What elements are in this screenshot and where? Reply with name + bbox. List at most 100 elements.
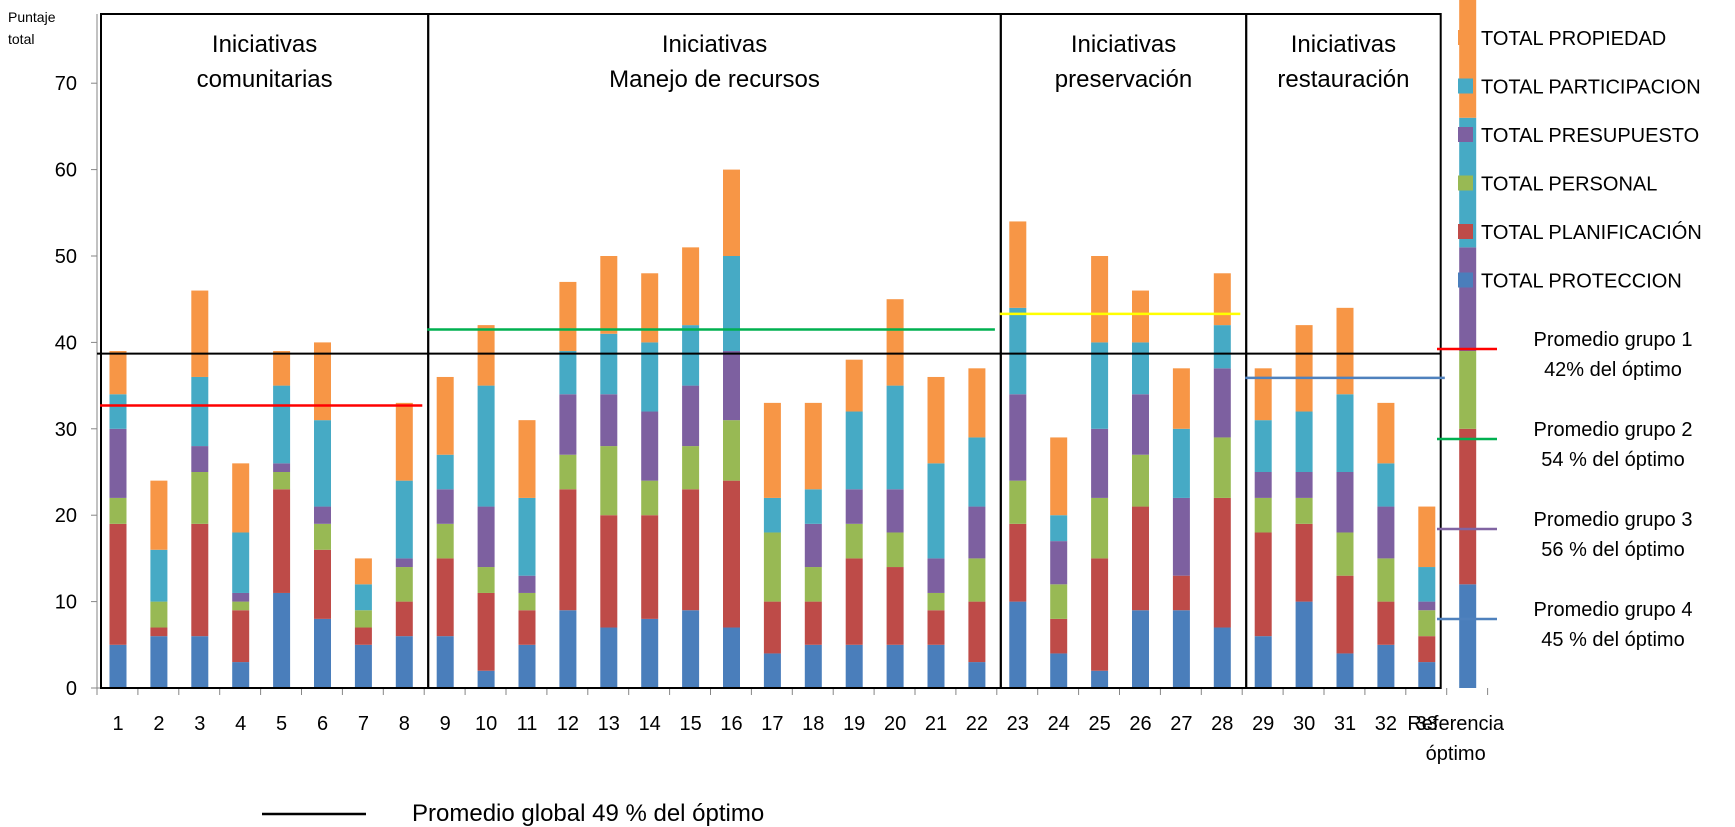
bar-segment-total-proteccion-20 — [886, 644, 904, 688]
bar-segment-total-participacion-28 — [1213, 325, 1231, 369]
bar-segment-total-presupuesto-31 — [1336, 472, 1354, 533]
bar-segment-total-participacion-15 — [682, 325, 700, 386]
bar-segment-total-propiedad-11 — [518, 420, 536, 498]
bar-segment-total-propiedad-31 — [1336, 307, 1354, 395]
bar-segment-total-propiedad-26 — [1132, 290, 1149, 343]
bar-segment-total-presupuesto-27 — [1172, 497, 1190, 576]
bar-segment-total-participacion-8 — [395, 480, 413, 559]
bar-segment-total-presupuesto-12 — [559, 394, 577, 455]
bar-segment-total-planificaci-n-3 — [191, 523, 209, 637]
bar-segment-total-planificaci-n-27 — [1172, 575, 1190, 611]
bar-segment-total-participacion-23 — [1009, 307, 1027, 395]
bar-segment-total-participacion-17 — [763, 497, 781, 533]
bar-segment-total-planificaci-n-18 — [804, 601, 822, 645]
bar-segment-total-proteccion-30 — [1295, 601, 1313, 688]
bar-segment-total-planificaci-n-2 — [150, 627, 168, 637]
bar-segment-total-presupuesto-19 — [845, 489, 863, 524]
legend-average-label-4-b: 45 % del óptimo — [1541, 629, 1684, 651]
bar-segment-total-personal-12 — [559, 454, 577, 490]
y-tick-label: 60 — [55, 160, 77, 182]
bar-segment-total-planificaci-n-9 — [436, 558, 454, 637]
bar-segment-total-participacion-29 — [1254, 420, 1272, 472]
bar-segment-total-presupuesto-32 — [1377, 506, 1395, 559]
bar-segment-total-personal-19 — [845, 523, 863, 559]
bar-segment-total-presupuesto-34 — [1459, 247, 1477, 352]
legend-average-label-4-a: Promedio grupo 4 — [1534, 599, 1693, 621]
legend-average-label-2-b: 54 % del óptimo — [1541, 449, 1684, 471]
x-tick-label: 32 — [1375, 713, 1397, 735]
bar-segment-total-personal-34 — [1459, 351, 1477, 429]
bar-segment-total-proteccion-24 — [1050, 653, 1068, 688]
bar-segment-total-propiedad-18 — [804, 402, 822, 490]
y-axis-title-line2: total — [8, 31, 34, 47]
group-title-1-line1: Iniciativas — [212, 31, 317, 58]
bar-segment-total-planificaci-n-19 — [845, 558, 863, 645]
bar-segment-total-proteccion-23 — [1009, 601, 1027, 688]
bar-segment-total-proteccion-25 — [1091, 670, 1109, 688]
bar-segment-total-participacion-31 — [1336, 394, 1354, 472]
bar-segment-total-proteccion-3 — [191, 636, 209, 688]
bar-segment-total-propiedad-12 — [559, 281, 577, 352]
x-tick-label: 33 — [1416, 713, 1438, 735]
bar-segment-total-participacion-20 — [886, 385, 904, 490]
bar-segment-total-propiedad-14 — [641, 273, 659, 343]
bar-segment-total-proteccion-13 — [600, 627, 618, 688]
bar-segment-total-personal-32 — [1377, 558, 1395, 602]
bar-segment-total-planificaci-n-12 — [559, 489, 577, 611]
x-tick-label: 17 — [761, 713, 783, 735]
bar-segment-total-proteccion-14 — [641, 618, 659, 688]
bar-segment-total-proteccion-1 — [109, 644, 127, 688]
bar-segment-total-proteccion-28 — [1213, 627, 1231, 688]
bar-segment-total-propiedad-2 — [150, 480, 168, 550]
x-tick-label: 29 — [1252, 713, 1274, 735]
group-title-3-line1: Iniciativas — [1071, 31, 1176, 58]
bar-segment-total-presupuesto-6 — [314, 506, 331, 524]
legend-average-label-3-a: Promedio grupo 3 — [1534, 509, 1693, 531]
bar-segment-total-propiedad-23 — [1009, 221, 1027, 308]
bar-segment-total-propiedad-30 — [1295, 325, 1313, 412]
bar-segment-total-personal-30 — [1295, 497, 1313, 524]
bar-segment-total-planificaci-n-28 — [1213, 497, 1231, 628]
bar-segment-total-propiedad-22 — [968, 368, 986, 438]
group-title-2-line1: Iniciativas — [662, 31, 767, 58]
bar-segment-total-personal-17 — [763, 532, 781, 602]
bar-segment-total-planificaci-n-5 — [273, 489, 291, 593]
bar-segment-total-planificaci-n-32 — [1377, 601, 1395, 645]
bar-segment-total-planificaci-n-25 — [1091, 558, 1109, 671]
y-tick-label: 30 — [55, 419, 77, 441]
bar-segment-total-planificaci-n-26 — [1132, 506, 1149, 611]
bar-segment-total-participacion-21 — [927, 463, 945, 559]
bar-segment-total-propiedad-15 — [682, 247, 700, 326]
bar-segment-total-proteccion-21 — [927, 644, 945, 688]
bar-segment-total-presupuesto-30 — [1295, 472, 1313, 498]
bar-segment-total-propiedad-16 — [723, 169, 740, 256]
bar-segment-total-propiedad-21 — [927, 376, 945, 464]
bar-segment-total-planificaci-n-16 — [723, 480, 740, 628]
x-tick-label: 11 — [517, 713, 538, 735]
bar-segment-total-presupuesto-9 — [436, 489, 454, 524]
bar-segment-total-propiedad-29 — [1254, 368, 1272, 421]
bar-segment-total-personal-23 — [1009, 480, 1027, 524]
bar-segment-total-presupuesto-23 — [1009, 394, 1027, 481]
bar-segment-total-planificaci-n-14 — [641, 515, 659, 619]
bar-segment-total-participacion-22 — [968, 437, 986, 507]
group-box-4 — [1245, 13, 1442, 689]
bar-segment-total-presupuesto-11 — [518, 575, 536, 593]
bar-segment-total-planificaci-n-23 — [1009, 523, 1027, 602]
bar-segment-total-presupuesto-8 — [395, 558, 413, 568]
group-title-2-line2: Manejo de recursos — [609, 66, 820, 93]
x-tick-label: 21 — [925, 713, 947, 735]
legend-average-label-3-b: 56 % del óptimo — [1541, 539, 1684, 561]
bar-segment-total-propiedad-5 — [273, 351, 291, 386]
group-title-1-line2: comunitarias — [197, 66, 333, 93]
bar-segment-total-planificaci-n-31 — [1336, 575, 1354, 654]
legend-label-6: TOTAL PROTECCION — [1481, 271, 1682, 293]
bar-segment-total-planificaci-n-7 — [354, 627, 372, 645]
bar-segment-total-participacion-33 — [1418, 567, 1436, 602]
bar-segment-total-personal-28 — [1213, 437, 1231, 498]
bar-segment-total-planificaci-n-15 — [682, 489, 700, 611]
bar-segment-total-proteccion-11 — [518, 644, 536, 688]
bar-segment-total-personal-25 — [1091, 497, 1109, 559]
bar-segment-total-participacion-13 — [600, 333, 618, 395]
x-tick-label: 28 — [1211, 713, 1233, 735]
